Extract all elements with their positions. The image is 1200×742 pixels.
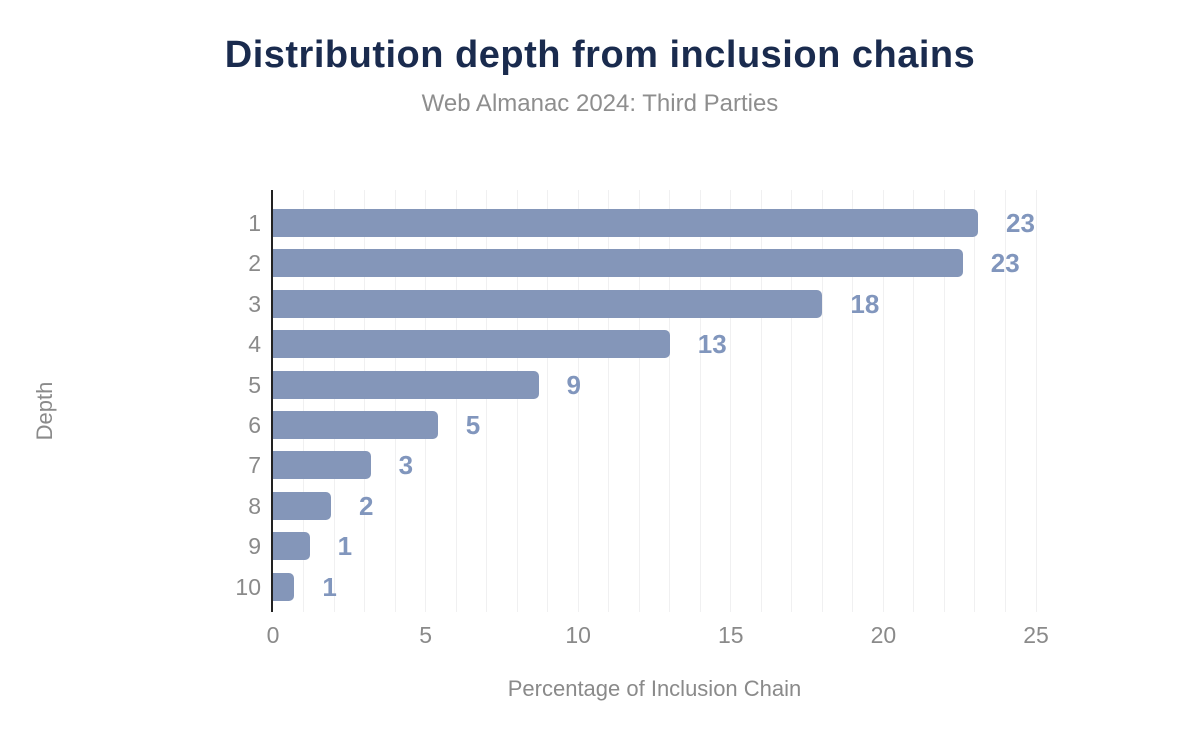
x-tick-label: 0	[266, 622, 280, 648]
gridline	[608, 190, 610, 612]
bar-depth-5	[273, 370, 539, 399]
value-label: 13	[697, 329, 727, 360]
gridline	[669, 190, 671, 612]
value-label: 9	[566, 369, 581, 400]
value-label: 18	[850, 288, 880, 319]
y-tick-label: 3	[248, 290, 261, 317]
gridline	[303, 190, 305, 612]
gridline	[913, 190, 915, 612]
gridline	[943, 190, 945, 612]
y-tick-label: 2	[248, 250, 261, 277]
value-label: 1	[337, 531, 353, 562]
y-axis-line	[271, 190, 273, 612]
gridline	[577, 190, 579, 612]
gridline	[730, 190, 732, 612]
gridline	[425, 190, 427, 612]
x-tick-label: 25	[1023, 622, 1049, 648]
gridline	[364, 190, 366, 612]
gridline	[760, 190, 762, 612]
gridline	[974, 190, 976, 612]
chart-title: Distribution depth from inclusion chains	[224, 34, 976, 76]
x-tick-label: 20	[870, 622, 897, 648]
bar-depth-2	[273, 249, 963, 278]
y-tick-label: 10	[235, 573, 261, 600]
gridline	[516, 190, 518, 612]
bar-depth-9	[273, 532, 310, 561]
value-label: 2	[358, 490, 374, 521]
bar-depth-7	[273, 451, 371, 480]
gridline	[852, 190, 854, 612]
gridline	[791, 190, 793, 612]
bar-depth-8	[273, 491, 331, 520]
bar-depth-6	[273, 411, 438, 439]
gridline	[455, 190, 457, 612]
x-tick-label: 5	[419, 622, 432, 648]
y-tick-label: 8	[248, 492, 261, 519]
bar-depth-3	[273, 289, 823, 318]
gridline	[1004, 190, 1006, 612]
gridline	[638, 190, 640, 612]
bar-depth-4	[273, 330, 670, 359]
y-tick-label: 1	[248, 210, 261, 236]
y-tick-label: 9	[248, 533, 261, 560]
gridline	[882, 190, 884, 612]
value-label: 23	[990, 248, 1020, 279]
gridline	[699, 190, 701, 612]
y-tick-label: 5	[248, 371, 261, 398]
value-label: 3	[398, 450, 414, 481]
value-label: 23	[1006, 208, 1035, 238]
value-label: 1	[322, 571, 337, 602]
bar-depth-10	[273, 572, 295, 601]
gridline	[1035, 190, 1037, 612]
value-label: 5	[465, 410, 481, 440]
y-tick-label: 4	[248, 331, 261, 358]
x-axis-title: Percentage of Inclusion Chain	[507, 676, 802, 701]
chart-subtitle: Web Almanac 2024: Third Parties	[421, 90, 779, 117]
y-axis-title: Depth	[32, 381, 57, 441]
gridline	[394, 190, 396, 612]
gridline	[547, 190, 549, 612]
gridline	[486, 190, 488, 612]
x-tick-label: 10	[565, 622, 591, 648]
y-tick-label: 6	[248, 412, 261, 438]
plot-area: 1 23 2 23 3 18 4 13 5 9 6 5 7 3 8 2 9 1 10 1 0 5 10 15 20 25	[235, 190, 1049, 648]
y-tick-label: 7	[248, 452, 261, 479]
gridline	[821, 190, 823, 612]
gridline	[333, 190, 335, 612]
bar-depth-1	[273, 209, 978, 237]
x-tick-label: 15	[718, 622, 744, 648]
